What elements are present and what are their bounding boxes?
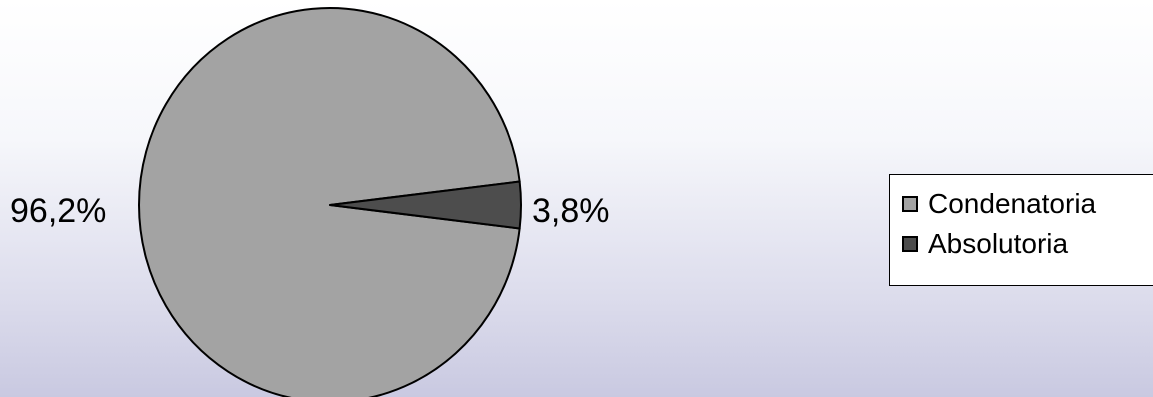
- legend-item-absolutoria: Absolutoria: [902, 229, 1068, 259]
- pie-label-condenatoria: 96,2%: [10, 192, 106, 230]
- legend-label-condenatoria: Condenatoria: [928, 188, 1097, 219]
- pie-label-absolutoria: 3,8%: [532, 192, 610, 230]
- pie-slice-absolutoria: [329, 180, 522, 230]
- legend-swatch-absolutoria: [902, 236, 918, 252]
- legend-item-condenatoria: Condenatoria: [902, 189, 1096, 219]
- legend-swatch-condenatoria: [902, 196, 918, 212]
- pie-slice-condenatoria: [137, 7, 521, 397]
- chart-legend: Condenatoria Absolutoria: [889, 174, 1153, 286]
- legend-label-absolutoria: Absolutoria: [928, 228, 1069, 259]
